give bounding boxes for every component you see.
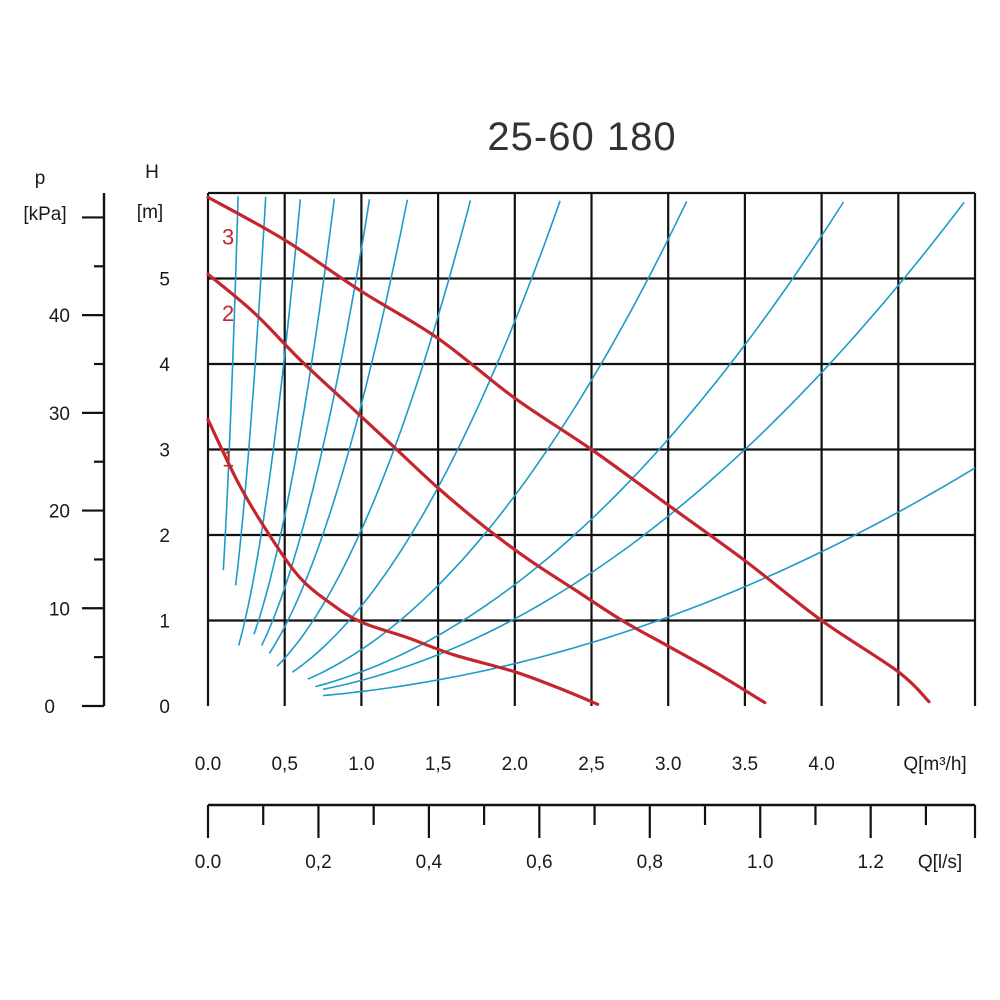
flow-ls-tick-label: 1.2	[857, 852, 883, 873]
pump-curve-2	[206, 272, 767, 705]
head-axis-unit: [m]	[137, 202, 163, 223]
curve-label-1: 1	[222, 447, 234, 472]
system-curve-5	[260, 199, 371, 646]
flow-m3h-tick-label: 0,5	[271, 754, 297, 775]
head-tick-label: 0	[159, 697, 170, 718]
pressure-axis-label: p	[35, 168, 46, 189]
flow-m3h-tick-label: 1,5	[425, 754, 451, 775]
system-curve-8	[291, 200, 561, 673]
pump-curves: 1 2 3	[206, 195, 931, 706]
system-curve-9	[307, 201, 688, 680]
system-curve-11	[322, 201, 965, 691]
system-curve-2	[234, 196, 267, 586]
head-tick-label: 5	[159, 270, 170, 291]
flow-ls-tick-label: 0,6	[526, 852, 552, 873]
chart-title: 25-60 180	[487, 115, 676, 159]
system-curves	[222, 196, 976, 697]
curve-label-2: 2	[222, 301, 234, 326]
system-curve-4	[253, 198, 336, 635]
pressure-axis-unit: [kPa]	[23, 204, 66, 225]
system-curve-7	[276, 200, 472, 667]
flow-m3h-tick-label: 3.0	[655, 754, 681, 775]
flow-m3h-tick-label: 3.5	[732, 754, 758, 775]
head-tick-label: 1	[159, 612, 170, 633]
flow-ls-tick-label: 0.0	[195, 852, 221, 873]
flow-ls-tick-label: 1.0	[747, 852, 773, 873]
system-curve-12	[323, 467, 976, 697]
curve-label-3: 3	[222, 224, 234, 249]
flow-ls-tick-label: 0,2	[305, 852, 331, 873]
pressure-tick-label: 40	[49, 306, 70, 327]
flow-m3h-tick-label: 1.0	[348, 754, 374, 775]
flow-m3h-tick-label: 2,5	[578, 754, 604, 775]
axes: 0 1 2 3 4 5 0 10 20 30 40 0.0 0,5 1.0 1,5 2.0 2,5 3.0 3.5 4…	[44, 193, 977, 873]
flow-m3h-tick-label: 0.0	[195, 754, 221, 775]
system-curve-1	[222, 196, 239, 571]
head-tick-label: 3	[159, 441, 170, 462]
pressure-tick-label: 20	[49, 502, 70, 523]
head-axis-label: H	[145, 162, 159, 183]
system-curve-6	[268, 199, 409, 654]
pump-curve-1	[206, 417, 600, 706]
flow-m3h-tick-label: 2.0	[502, 754, 528, 775]
head-tick-label: 2	[159, 526, 170, 547]
flow-m3h-tick-label: 4.0	[808, 754, 834, 775]
head-tick-label: 4	[159, 355, 170, 376]
flow-ls-tick-label: 0,8	[637, 852, 663, 873]
x-axis-label-ls: Q[l/s]	[918, 852, 962, 873]
system-curve-3	[237, 199, 302, 646]
pressure-tick-label: 30	[49, 404, 70, 425]
x-axis-label-m3h: Q[m³/h]	[903, 754, 966, 775]
flow-ls-tick-label: 0,4	[416, 852, 443, 873]
pressure-tick-label: 0	[44, 697, 55, 718]
pressure-tick-label: 10	[49, 599, 70, 620]
pump-curve-3	[206, 195, 931, 704]
system-curve-10	[315, 201, 845, 688]
